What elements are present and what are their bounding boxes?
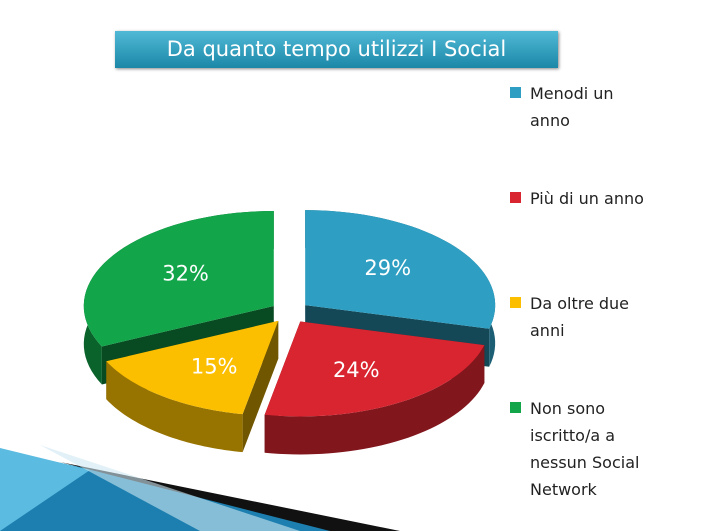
chart-title: Da quanto tempo utilizzi I Social Networ… bbox=[115, 31, 558, 98]
slice bbox=[305, 210, 496, 329]
slice bbox=[264, 321, 485, 417]
data-label: 32% bbox=[162, 261, 209, 285]
legend-item: Più di un anno bbox=[510, 185, 690, 212]
data-label: 15% bbox=[191, 354, 238, 378]
data-label: 29% bbox=[364, 256, 411, 280]
legend-label: Da oltre due anni bbox=[530, 294, 630, 340]
legend-swatch bbox=[510, 87, 521, 98]
legend-item: Non sono iscritto/a a nessun Social Netw… bbox=[510, 395, 690, 503]
decoration bbox=[40, 445, 300, 531]
data-label: 24% bbox=[333, 358, 380, 382]
legend-swatch bbox=[510, 297, 521, 308]
slice-side bbox=[106, 361, 243, 453]
decoration bbox=[0, 448, 90, 531]
legend-swatch bbox=[510, 192, 521, 203]
pie: 29% 32% 15% 24% bbox=[83, 210, 496, 455]
legend-label: Non sono iscritto/a a nessun Social Netw… bbox=[530, 399, 640, 499]
decoration bbox=[60, 462, 400, 531]
legend-item: Menodi un anno bbox=[510, 80, 690, 134]
legend-label: Menodi un anno bbox=[530, 84, 614, 130]
slice bbox=[83, 210, 274, 347]
legend-item: Da oltre due anni bbox=[510, 290, 690, 344]
legend-swatch bbox=[510, 402, 521, 413]
slice bbox=[106, 320, 279, 415]
slice-side bbox=[264, 345, 485, 455]
legend-label: Più di un anno bbox=[530, 189, 644, 208]
